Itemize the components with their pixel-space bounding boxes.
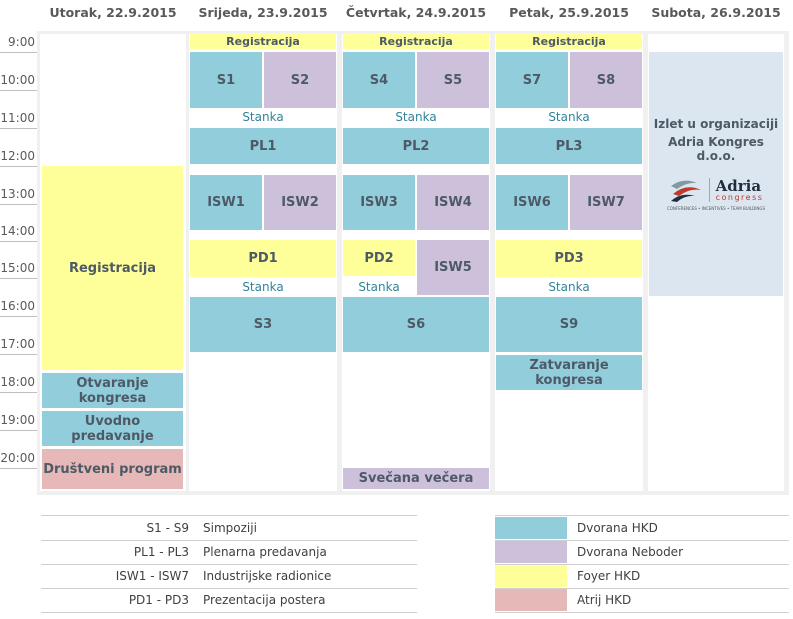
session-isw7[interactable]: ISW7	[570, 175, 642, 230]
session-isw1[interactable]: ISW1	[190, 175, 262, 230]
session-s2[interactable]: S2	[264, 52, 336, 108]
time-label: 14:00	[0, 224, 35, 238]
venue-label: Dvorana Neboder	[577, 545, 683, 559]
session-pd1[interactable]: PD1	[190, 240, 336, 277]
session-uvodno-predavanje[interactable]: Uvodno predavanje	[42, 411, 183, 446]
session-registracija[interactable]: Registracija	[343, 33, 489, 49]
session-otvaranje-kongresa[interactable]: Otvaranje kongresa	[42, 373, 183, 408]
logo-subtitle: congress	[715, 192, 764, 202]
session-isw6[interactable]: ISW6	[496, 175, 568, 230]
legend-description: Plenarna predavanja	[203, 545, 327, 559]
time-label: 16:00	[0, 299, 35, 313]
session-registracija[interactable]: Registracija	[42, 166, 183, 370]
legend-row: ISW1 - ISW7 Industrijske radionice	[41, 564, 417, 589]
logo-tagline: CONFERENCES • INCENTIVES • TEAM BUILDING…	[666, 206, 766, 211]
time-label: 9:00	[8, 35, 35, 49]
time-label: 20:00	[0, 451, 35, 465]
session-isw4[interactable]: ISW4	[417, 175, 489, 230]
day-header-utorak: Utorak, 22.9.2015	[49, 5, 177, 20]
session-s6[interactable]: S6	[343, 297, 489, 352]
izlet-text-line2: Adria Kongres d.o.o.	[668, 135, 764, 163]
day-header-petak: Petak, 25.9.2015	[509, 5, 629, 20]
legend-code: ISW1 - ISW7	[115, 569, 189, 583]
session-registracija[interactable]: Registracija	[190, 33, 336, 49]
time-label: 18:00	[0, 375, 35, 389]
session-isw5[interactable]: ISW5	[417, 240, 489, 295]
venue-swatch-foyer-hkd	[495, 565, 567, 587]
legend-code: S1 - S9	[146, 521, 189, 535]
legend-venue-row: Dvorana HKD	[495, 516, 789, 541]
legend-row: PL1 - PL3 Plenarna predavanja	[41, 540, 417, 565]
session-s9[interactable]: S9	[496, 297, 642, 352]
session-svecana-vecera[interactable]: Svečana večera	[343, 468, 489, 489]
session-pl1[interactable]: PL1	[190, 128, 336, 164]
legend-description: Simpoziji	[203, 521, 257, 535]
break-stanka: Stanka	[395, 110, 437, 124]
time-divider	[0, 354, 37, 355]
legend-venue-row: Atrij HKD	[495, 588, 789, 613]
venue-swatch-dvorana-neboder	[495, 541, 567, 563]
session-s3[interactable]: S3	[190, 297, 336, 352]
adria-logo-icon	[670, 180, 701, 202]
time-label: 15:00	[0, 261, 35, 275]
adria-congress-logo: Adria congress	[669, 177, 764, 203]
legend-venue-row: Foyer HKD	[495, 564, 789, 589]
time-divider	[0, 430, 37, 431]
break-stanka: Stanka	[358, 280, 400, 294]
session-isw3[interactable]: ISW3	[343, 175, 415, 230]
time-label: 13:00	[0, 187, 35, 201]
break-stanka: Stanka	[548, 280, 590, 294]
time-divider	[0, 90, 37, 91]
break-stanka: Stanka	[548, 110, 590, 124]
break-stanka: Stanka	[242, 110, 284, 124]
session-isw2[interactable]: ISW2	[264, 175, 336, 230]
legend-code: PL1 - PL3	[133, 545, 189, 559]
session-s7[interactable]: S7	[496, 52, 568, 108]
day-header-subota: Subota, 26.9.2015	[651, 5, 781, 20]
session-s4[interactable]: S4	[343, 52, 415, 108]
venue-label: Dvorana HKD	[577, 521, 658, 535]
session-pd2[interactable]: PD2	[343, 240, 415, 276]
time-divider	[0, 392, 37, 393]
legend-venue-row: Dvorana Neboder	[495, 540, 789, 565]
legend-description: Industrijske radionice	[203, 569, 332, 583]
day-header-srijeda: Srijeda, 23.9.2015	[198, 5, 328, 20]
legend-code: PD1 - PD3	[128, 593, 189, 607]
session-s1[interactable]: S1	[190, 52, 262, 108]
venue-label: Atrij HKD	[577, 593, 632, 607]
session-pl3[interactable]: PL3	[496, 128, 642, 164]
time-label: 12:00	[0, 149, 35, 163]
time-divider	[0, 468, 37, 469]
venue-label: Foyer HKD	[577, 569, 641, 583]
time-label: 10:00	[0, 73, 35, 87]
time-divider	[0, 52, 37, 53]
time-divider	[0, 204, 37, 205]
session-pl2[interactable]: PL2	[343, 128, 489, 164]
session-pd3[interactable]: PD3	[496, 240, 642, 277]
session-drustveni-program[interactable]: Društveni program	[42, 449, 183, 489]
time-divider	[0, 316, 37, 317]
time-divider	[0, 278, 37, 279]
venue-swatch-atrij-hkd	[495, 589, 567, 611]
session-s8[interactable]: S8	[570, 52, 642, 108]
time-divider	[0, 166, 37, 167]
break-stanka: Stanka	[242, 280, 284, 294]
session-registracija[interactable]: Registracija	[496, 33, 642, 49]
day-header-cetvrtak: Četvrtak, 24.9.2015	[345, 5, 487, 20]
session-izlet[interactable]: Izlet u organizaciji Adria Kongres d.o.o…	[649, 52, 783, 296]
time-label: 11:00	[0, 111, 35, 125]
time-label: 17:00	[0, 337, 35, 351]
legend-row: S1 - S9 Simpoziji	[41, 516, 417, 541]
session-zatvaranje-kongresa[interactable]: Zatvaranje kongresa	[496, 355, 642, 390]
izlet-text-line1: Izlet u organizaciji	[653, 117, 779, 131]
session-s5[interactable]: S5	[417, 52, 489, 108]
venue-swatch-dvorana-hkd	[495, 517, 567, 539]
legend-row: PD1 - PD3 Prezentacija postera	[41, 588, 417, 613]
time-divider	[0, 128, 37, 129]
logo-name: Adria	[715, 176, 762, 195]
time-label: 19:00	[0, 413, 35, 427]
time-divider	[0, 241, 37, 242]
legend-description: Prezentacija postera	[203, 593, 326, 607]
